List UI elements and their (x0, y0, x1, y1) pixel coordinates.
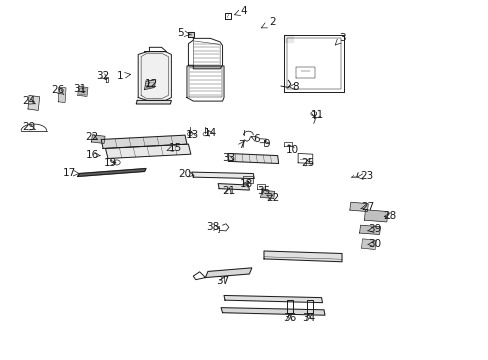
Text: 7: 7 (238, 140, 244, 150)
Text: 18: 18 (239, 179, 252, 189)
Text: 8: 8 (292, 82, 298, 92)
Text: 30: 30 (368, 239, 381, 249)
Text: 21: 21 (222, 186, 235, 197)
Polygon shape (360, 226, 379, 234)
Text: 15: 15 (168, 143, 182, 153)
Polygon shape (79, 87, 87, 96)
Text: 5: 5 (177, 28, 183, 38)
Text: 28: 28 (383, 211, 396, 221)
Polygon shape (78, 168, 146, 176)
Text: 35: 35 (257, 186, 270, 197)
Polygon shape (188, 39, 222, 69)
Text: 16: 16 (85, 150, 99, 160)
Polygon shape (92, 135, 104, 143)
Polygon shape (144, 48, 166, 51)
Polygon shape (283, 35, 293, 42)
Text: 10: 10 (285, 144, 298, 154)
Polygon shape (186, 66, 224, 101)
Text: 1: 1 (117, 71, 123, 81)
Text: 3: 3 (338, 33, 345, 43)
Polygon shape (59, 88, 65, 102)
Text: 11: 11 (310, 111, 324, 121)
Polygon shape (365, 211, 386, 221)
Polygon shape (144, 80, 156, 90)
Text: 25: 25 (301, 158, 314, 168)
Polygon shape (138, 51, 171, 100)
Polygon shape (105, 144, 190, 158)
Polygon shape (283, 35, 344, 92)
Text: 32: 32 (96, 71, 109, 81)
Text: 14: 14 (203, 129, 217, 138)
Text: 36: 36 (282, 313, 295, 323)
Text: 9: 9 (263, 139, 269, 149)
Text: 23: 23 (359, 171, 372, 181)
Polygon shape (227, 153, 278, 163)
Polygon shape (29, 96, 39, 110)
Polygon shape (224, 296, 322, 303)
Text: 19: 19 (103, 158, 117, 168)
Polygon shape (218, 184, 249, 190)
Text: 4: 4 (240, 6, 246, 17)
Text: 13: 13 (185, 130, 199, 140)
Polygon shape (261, 191, 273, 198)
Text: 29: 29 (22, 122, 36, 132)
Text: 27: 27 (360, 202, 373, 212)
Polygon shape (205, 268, 251, 278)
Polygon shape (243, 176, 251, 182)
Text: 22: 22 (265, 193, 279, 203)
Text: 24: 24 (22, 96, 36, 106)
Text: 12: 12 (145, 79, 158, 89)
Text: 37: 37 (216, 276, 229, 286)
Text: 38: 38 (206, 222, 219, 232)
Polygon shape (350, 203, 366, 211)
Text: 6: 6 (252, 134, 259, 144)
Polygon shape (188, 32, 193, 36)
Text: 20: 20 (178, 168, 191, 179)
Text: 34: 34 (302, 313, 315, 323)
Text: 31: 31 (73, 84, 86, 94)
Text: 2: 2 (269, 17, 276, 27)
Text: 39: 39 (368, 225, 381, 234)
Polygon shape (101, 135, 186, 148)
Polygon shape (362, 239, 374, 249)
Polygon shape (221, 308, 325, 315)
Text: 33: 33 (222, 153, 235, 163)
Text: 22: 22 (85, 132, 99, 142)
Text: 17: 17 (62, 168, 76, 178)
Polygon shape (225, 13, 229, 19)
Text: 26: 26 (52, 85, 65, 95)
Polygon shape (264, 251, 341, 262)
Polygon shape (136, 100, 171, 104)
Polygon shape (140, 53, 169, 99)
Polygon shape (191, 172, 254, 179)
